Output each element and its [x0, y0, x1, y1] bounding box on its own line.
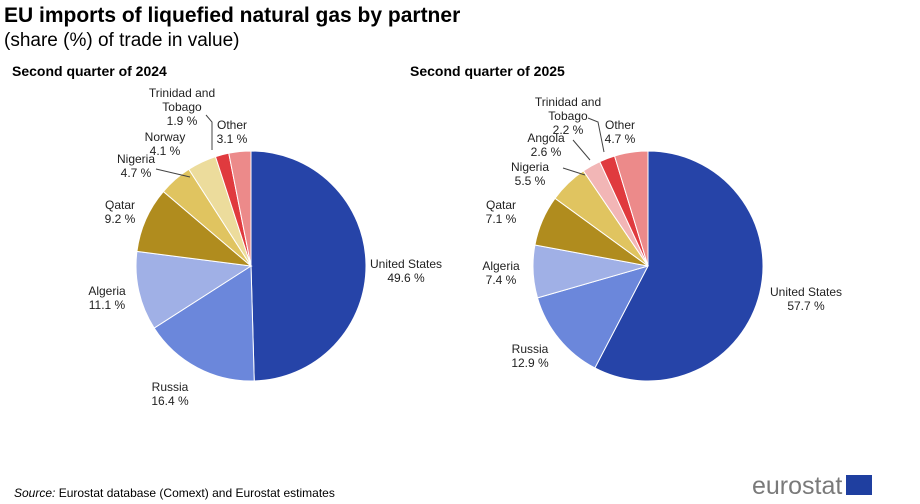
pie-title-2024: Second quarter of 2024	[12, 63, 167, 79]
pie-slice-other	[228, 150, 252, 267]
data-label: Russia 16.4 %	[151, 380, 189, 408]
data-label: Angola 2.6 %	[527, 131, 565, 159]
eurostat-logo: eurostat	[752, 472, 843, 500]
data-label: Nigeria 4.7 %	[116, 152, 156, 180]
data-label: Norway 4.1 %	[144, 130, 186, 158]
pie-slice-united-states	[250, 150, 367, 382]
data-label: Russia 12.9 %	[511, 342, 549, 370]
data-label: Trinidad and Tobago 1.9 %	[148, 86, 216, 128]
source-note: Source: Eurostat database (Comext) and E…	[14, 486, 335, 500]
data-label: Trinidad and Tobago 2.2 %	[534, 95, 602, 137]
pie-title-2025: Second quarter of 2025	[410, 63, 565, 79]
data-label: United States 57.7 %	[769, 285, 843, 313]
eu-flag-icon	[846, 475, 872, 495]
data-label: Qatar 7.1 %	[485, 198, 517, 226]
data-label: Other 3.1 %	[216, 118, 248, 146]
leader-line	[587, 117, 605, 153]
leader-line	[562, 167, 586, 176]
pie-slice-other	[613, 150, 649, 267]
data-label: Algeria 11.1 %	[88, 284, 126, 312]
source-label: Source:	[14, 486, 56, 500]
data-label: United States 49.6 %	[369, 257, 443, 285]
data-label: Algeria 7.4 %	[482, 259, 520, 287]
pie-slice-algeria	[135, 250, 253, 329]
source-text: Eurostat database (Comext) and Eurostat …	[55, 486, 335, 500]
data-label: Qatar 9.2 %	[104, 198, 136, 226]
pie-slice-russia	[536, 265, 649, 369]
chart-title: EU imports of liquefied natural gas by p…	[4, 4, 461, 27]
pie-slice-united-states	[594, 150, 764, 382]
leader-line	[155, 168, 191, 178]
pie-slice-russia	[153, 265, 255, 382]
data-label: Other 4.7 %	[604, 118, 636, 146]
chart-subtitle: (share (%) of trade in value)	[4, 30, 240, 51]
leader-line	[205, 114, 213, 150]
data-label: Nigeria 5.5 %	[510, 160, 550, 188]
leader-line	[572, 139, 591, 161]
